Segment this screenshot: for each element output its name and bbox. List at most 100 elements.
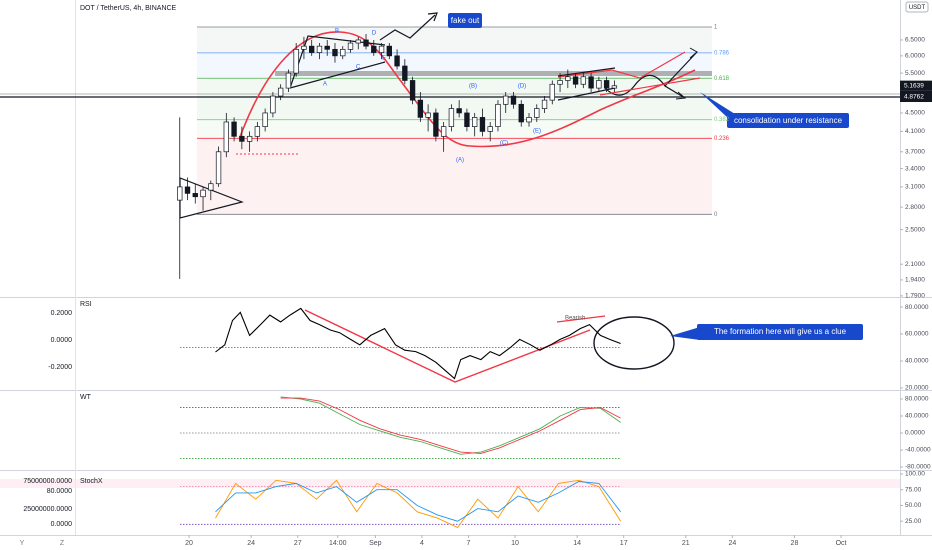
- callout: [448, 13, 482, 28]
- candle-body: [208, 183, 214, 191]
- panel-title: StochX: [80, 478, 103, 485]
- candle-body: [215, 151, 222, 185]
- y-tick-label: -40.0000: [905, 447, 931, 454]
- callout-pointer: [670, 327, 700, 340]
- y-tick-label: 3.4000: [905, 165, 925, 172]
- candle-body: [270, 95, 276, 114]
- y-tick-label: 75.00: [905, 486, 922, 493]
- x-tick-label: 28: [791, 540, 799, 547]
- y-tick-label: 80.0000: [905, 304, 929, 311]
- wave-label: A: [323, 82, 327, 88]
- arrow-head: [427, 12, 438, 22]
- y2-tick-label: 0.0000: [51, 337, 73, 344]
- x-tick-label: 7: [467, 540, 471, 547]
- candle-body: [518, 103, 524, 123]
- y-tick-label: 5.5000: [905, 70, 925, 77]
- callout-text: The formation here will give us a clue: [714, 327, 847, 336]
- y-tick-label: 100.00: [905, 471, 925, 478]
- candle-body: [417, 99, 424, 118]
- x-tick-label: 17: [620, 540, 628, 547]
- wave-label: C: [356, 65, 361, 71]
- candle-body: [409, 80, 416, 101]
- candle-body: [479, 117, 486, 132]
- wave-label: (E): [533, 129, 541, 135]
- y-tick-label: -80.0000: [905, 464, 931, 471]
- left-tick-label: 0.0000: [51, 521, 73, 528]
- x-tick-label: 24: [728, 540, 736, 547]
- series-line: [280, 397, 621, 454]
- price-label-box: [900, 92, 932, 103]
- candle-body: [200, 189, 206, 198]
- y-tick-label: 3.1000: [905, 184, 925, 191]
- series-line: [215, 307, 621, 380]
- candle-body: [184, 186, 191, 194]
- candle-body: [464, 112, 470, 127]
- toolbar-button[interactable]: Y: [20, 540, 25, 547]
- chart-title: DOT / TetherUS, 4h, BINANCE: [80, 5, 177, 12]
- candle-body: [246, 135, 253, 142]
- candle-body: [192, 193, 198, 198]
- wave-label: (A): [456, 158, 464, 164]
- toolbar-button[interactable]: Z: [60, 540, 65, 547]
- projection: [557, 51, 698, 101]
- candle-body: [378, 45, 385, 53]
- candle-body: [588, 76, 594, 89]
- candle-body: [580, 76, 587, 85]
- candle-body: [316, 45, 323, 53]
- projection-red: [557, 51, 701, 96]
- y2-tick-label: -0.2000: [48, 364, 72, 371]
- y-tick-label: 40.0000: [905, 358, 929, 365]
- currency-box: [905, 1, 929, 13]
- callout: [697, 324, 863, 340]
- candle-body: [347, 42, 354, 50]
- fib-label: 0.382: [714, 117, 730, 123]
- candle-body: [277, 87, 284, 97]
- y-tick-label: 2.1000: [905, 261, 925, 268]
- candle-body: [572, 76, 579, 85]
- candle-body: [394, 55, 400, 67]
- y-tick-label: 2.5000: [905, 226, 925, 233]
- candle-body: [371, 45, 377, 53]
- y-tick-label: 0.0000: [905, 430, 925, 437]
- bearish-line: [556, 315, 606, 323]
- y-tick-label: 60.0000: [905, 331, 929, 338]
- candle-body: [510, 95, 517, 105]
- price-label: 5.1639: [904, 82, 924, 89]
- candle-body: [293, 48, 299, 74]
- candle-body: [440, 126, 447, 137]
- overbought-band: [0, 479, 900, 488]
- candle-body: [231, 121, 237, 137]
- candle-body: [309, 45, 315, 53]
- fib-label: 1: [714, 25, 718, 31]
- x-tick-label: 24: [247, 540, 255, 547]
- candle-body: [285, 72, 292, 89]
- annotation: Bearish: [565, 316, 585, 322]
- fib-label: 0.618: [714, 76, 730, 82]
- candle-body: [565, 76, 571, 81]
- fib-label: 0: [714, 212, 718, 218]
- candle-body: [596, 80, 602, 89]
- series-line: [215, 481, 621, 522]
- candle-body: [433, 112, 439, 137]
- candle-body: [324, 45, 330, 50]
- fib-band: [197, 138, 712, 215]
- candle-body: [549, 83, 555, 101]
- fib-band: [197, 26, 712, 53]
- left-tick-label: 25000000.0000: [23, 506, 72, 513]
- y-tick-label: 1.7900: [905, 293, 925, 300]
- candle-body: [340, 48, 346, 57]
- series-line: [215, 479, 621, 529]
- candle-body: [355, 39, 361, 44]
- x-tick-label: 20: [185, 540, 193, 547]
- candle-body: [472, 117, 478, 127]
- resistance-band: [275, 71, 712, 76]
- x-tick-label: 21: [682, 540, 690, 547]
- candle-body: [487, 126, 493, 132]
- candle-body: [448, 108, 455, 127]
- left-tick-label: 75000000.0000: [23, 478, 72, 485]
- callout-text: fake out: [451, 16, 480, 25]
- left-tick-label: 80.0000: [47, 488, 72, 495]
- candle-body: [425, 112, 431, 118]
- candle-body: [402, 65, 408, 81]
